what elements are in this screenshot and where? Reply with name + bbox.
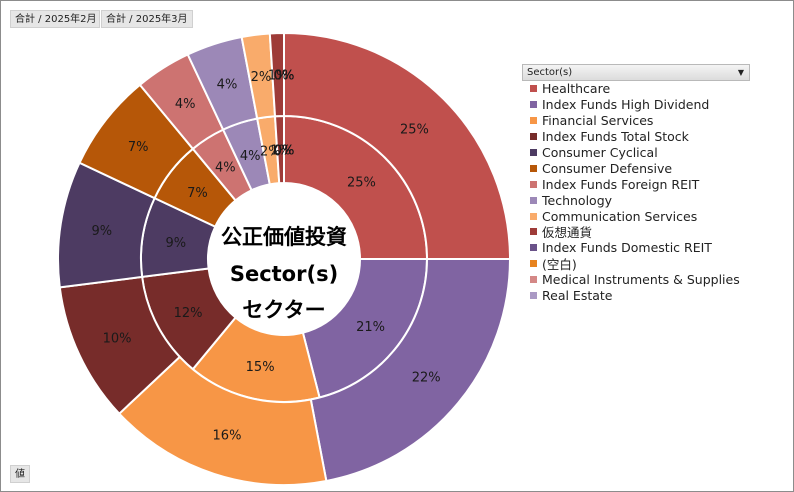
inner-label-index-funds-foreign-reit: 4% [215,161,236,176]
legend-label: Communication Services [542,208,698,224]
legend-label: Index Funds High Dividend [542,97,710,113]
legend-label: 仮想通貨 [542,225,593,241]
legend-item[interactable]: Financial Services [530,113,740,129]
legend-label: Real Estate [542,288,613,304]
legend-label: Financial Services [542,113,654,129]
legend-label: (空白) [542,257,577,273]
outer-slice-healthcare[interactable] [283,31,512,260]
legend-label: Index Funds Domestic REIT [542,240,712,256]
inner-label-communication-services: 2% [260,144,281,159]
inner-label-consumer-defensive: 7% [187,186,208,201]
outer-label-consumer-cyclical: 9% [91,224,112,239]
dropdown-arrow-icon[interactable]: ▼ [737,68,744,77]
inner-label-index-funds-total-stock: 12% [174,306,203,321]
outer-label-technology: 4% [217,78,238,93]
outer-slice-index-funds-high-dividend[interactable] [309,258,512,483]
legend-item[interactable]: Consumer Defensive [530,160,740,176]
legend-swatch [530,228,537,236]
outer-label-index-funds-total-stock: 10% [103,332,132,347]
legend-swatch [530,244,537,252]
legend-item[interactable]: 仮想通貨 [530,224,740,240]
legend-item[interactable]: Healthcare [530,81,740,97]
legend-swatch [530,149,537,156]
outer-label-category-9: 1% [268,69,289,84]
legend-swatch [530,276,537,284]
legend-swatch [530,212,537,220]
legend: Healthcare Index Funds High Dividend Finan… [530,81,740,303]
legend-field-dropdown[interactable]: Sector(s) ▼ [522,64,750,81]
inner-label-category-9: 1% [270,144,291,159]
legend-label: Technology [542,192,613,208]
outer-label-index-funds-domestic-reit: 0% [274,69,295,84]
legend-label: Medical Instruments & Supplies [542,272,740,288]
legend-label: Healthcare [542,81,611,97]
outer-label-index-funds-foreign-reit: 4% [175,97,196,112]
outer-label-medical-instruments-supplies: 0% [274,69,295,84]
legend-item[interactable]: Technology [530,192,740,208]
outer-slice-category-9[interactable] [268,31,285,118]
legend-item[interactable]: Index Funds High Dividend [530,97,740,113]
field-button-feb-total[interactable]: 合計 / 2025年2月 [10,10,100,28]
legend-item[interactable]: Communication Services [530,208,740,224]
legend-swatch [530,180,537,188]
outer-label-category-11: 0% [274,69,295,84]
inner-label-financial-services: 15% [246,360,275,375]
inner-label-healthcare: 25% [347,176,376,191]
inner-label-index-funds-domestic-reit: 0% [274,144,295,159]
inner-label-consumer-cyclical: 9% [166,236,187,251]
legend-item[interactable]: Medical Instruments & Supplies [530,272,740,288]
outer-label-healthcare: 25% [400,123,429,138]
legend-swatch [530,85,537,93]
legend-label: Consumer Cyclical [542,145,658,160]
slice-labels-layer: 25%21%15%12%9%7%4%4% 2%1%0%0%0%0%25%22%16… [91,69,440,444]
legend-item[interactable]: (空白) [530,256,740,272]
legend-swatch [530,164,537,172]
legend-item[interactable]: Consumer Cyclical [530,145,740,161]
legend-item[interactable]: Index Funds Domestic REIT [530,240,740,256]
slices-layer [57,31,512,486]
inner-label-technology: 4% [240,149,261,164]
legend-item[interactable]: Index Funds Total Stock [530,129,740,145]
center-title-line3: セクター [242,298,325,322]
outer-label-index-funds-high-dividend: 22% [412,371,441,386]
outer-label-communication-services: 2% [251,70,272,85]
legend-item[interactable]: Index Funds Foreign REIT [530,176,740,192]
legend-label: Consumer Defensive [542,160,673,176]
legend-label: Index Funds Total Stock [542,129,689,145]
legend-swatch [530,101,537,109]
center-title-line2: Sector(s) [230,262,338,286]
inner-label-real-estate: 0% [274,144,295,159]
field-button-mar-total[interactable]: 合計 / 2025年3月 [101,10,193,28]
inner-label-category-11: 0% [274,144,295,159]
legend-swatch [530,260,537,268]
legend-title: Sector(s) [527,67,573,78]
values-field-button[interactable]: 値 [10,465,30,483]
legend-label: Index Funds Foreign REIT [542,176,700,192]
legend-swatch [530,117,537,125]
legend-swatch [530,292,537,300]
outer-label-real-estate: 0% [274,69,295,84]
outer-label-financial-services: 16% [213,428,242,443]
inner-label-medical-instruments-supplies: 0% [274,144,295,159]
inner-label-index-funds-high-dividend: 21% [356,320,385,335]
outer-label-consumer-defensive: 7% [128,140,149,155]
legend-item[interactable]: Real Estate [530,288,740,304]
legend-swatch [530,196,537,204]
legend-swatch [530,133,537,141]
center-title-line1: 公正価値投資 [221,225,347,249]
